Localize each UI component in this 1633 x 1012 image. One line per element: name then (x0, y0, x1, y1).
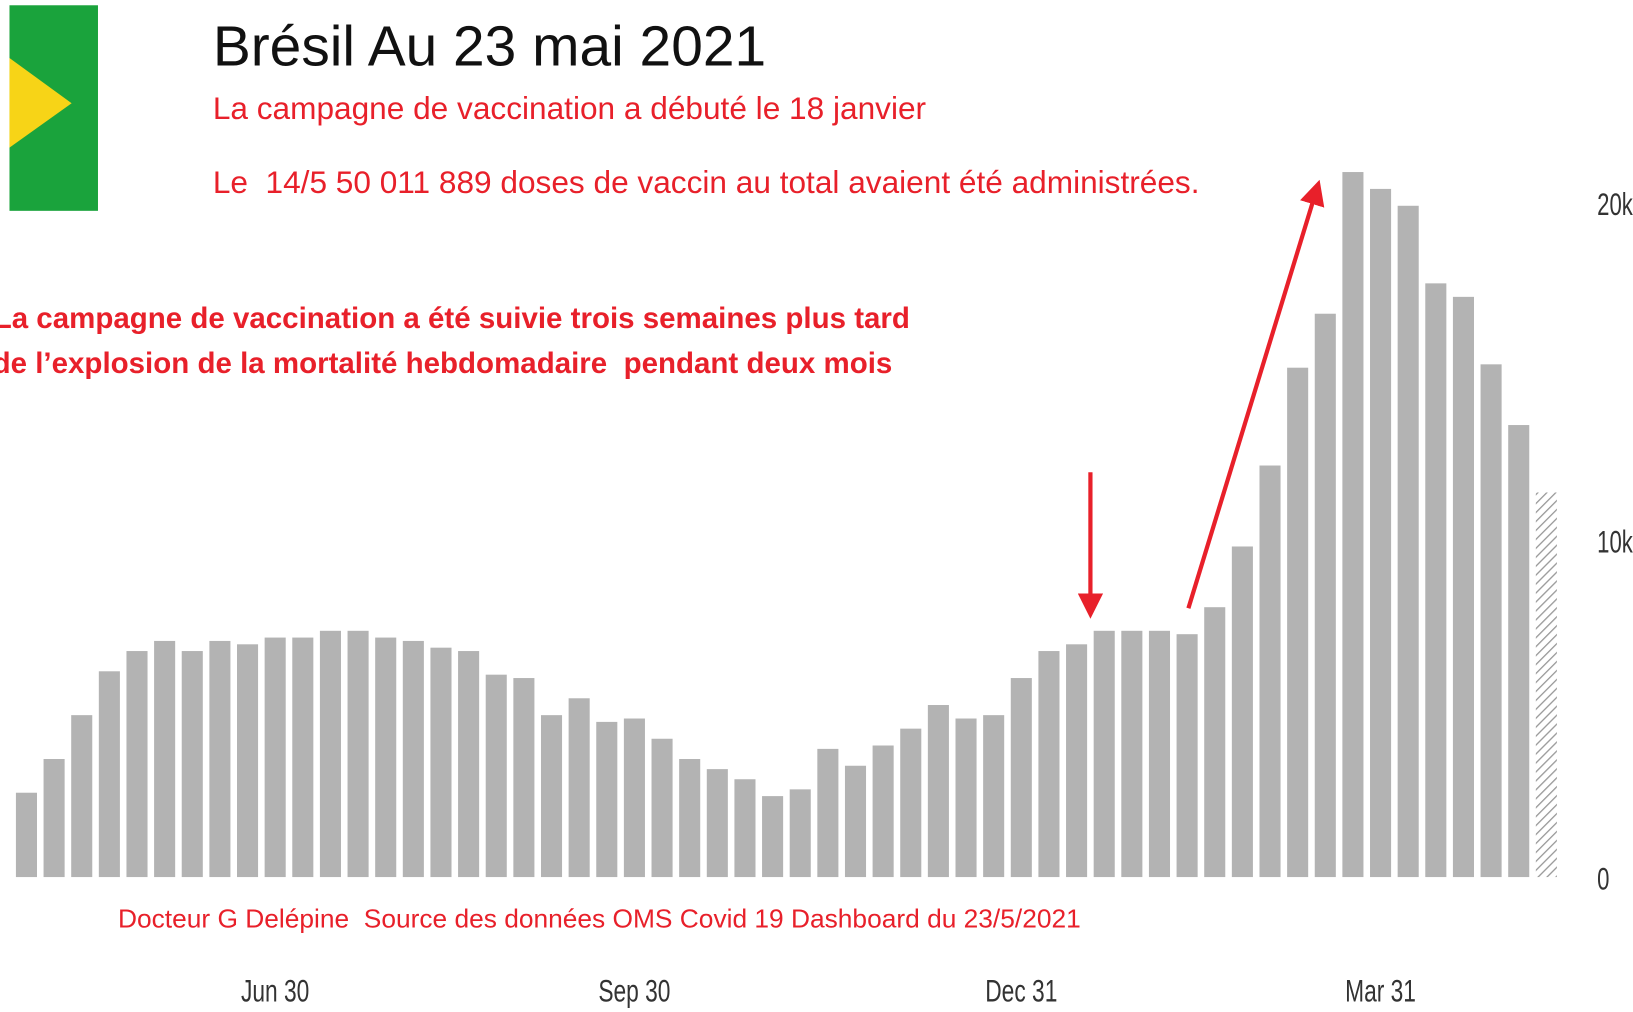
bar (1314, 313, 1336, 878)
bar (789, 789, 811, 878)
bar (375, 637, 397, 878)
x-tick-label: Dec 31 (985, 973, 1057, 1009)
bar (817, 748, 839, 878)
bar (623, 718, 645, 878)
bar (209, 640, 231, 878)
bar (1259, 465, 1281, 878)
bar (1342, 172, 1364, 878)
bar (98, 671, 120, 878)
bar (181, 651, 203, 878)
bar (900, 728, 922, 878)
bar (402, 640, 424, 878)
bar (596, 721, 618, 878)
bar (651, 738, 673, 878)
bar (264, 637, 286, 878)
bar (1370, 188, 1392, 878)
bar (872, 745, 894, 878)
bar (1425, 283, 1447, 878)
bar (1176, 634, 1198, 878)
bar (1508, 425, 1530, 878)
arrows (1077, 179, 1325, 619)
flag (9, 5, 98, 211)
bar (458, 651, 480, 878)
bar (844, 765, 867, 878)
bar (955, 718, 977, 878)
bar (1093, 630, 1115, 878)
bar (430, 647, 452, 878)
bar (237, 644, 259, 878)
x-tick-label: Sep 30 (598, 973, 670, 1009)
annotation: de l’explosion de la mortalité hebdomada… (0, 347, 892, 380)
y-tick-label: 0 (1597, 861, 1609, 897)
bar (154, 640, 176, 878)
bar (568, 698, 590, 878)
bar (1397, 205, 1419, 878)
annotation: La campagne de vaccination a été suivie … (0, 302, 910, 335)
bar (292, 637, 314, 878)
source: Docteur G Delépine Source des données OM… (118, 904, 1081, 934)
bar (1010, 678, 1032, 878)
bar (706, 769, 728, 878)
x-tick-label: Jun 30 (241, 973, 309, 1009)
subtitle: La campagne de vaccination a débuté le 1… (213, 90, 926, 126)
bar (1148, 630, 1171, 878)
note: Le 14/5 50 011 889 doses de vaccin au to… (213, 164, 1200, 200)
bar (983, 715, 1005, 878)
bar (1287, 367, 1309, 878)
x-tick-label: Mar 31 (1345, 973, 1416, 1009)
bar (1066, 644, 1088, 878)
bar (679, 759, 701, 878)
bar (126, 651, 148, 878)
bar (1204, 607, 1226, 878)
bar (43, 759, 65, 878)
bar (1038, 651, 1060, 878)
bar (540, 715, 563, 878)
bar (1452, 296, 1474, 878)
y-tick-label: 20k (1597, 186, 1633, 222)
bar (513, 678, 535, 878)
bar (347, 630, 369, 878)
y-tick-label: 10k (1597, 523, 1633, 559)
bar (1480, 364, 1502, 878)
bar (15, 792, 37, 878)
bar (1535, 492, 1557, 878)
bar (1231, 546, 1253, 878)
bar (1121, 630, 1143, 878)
bar (485, 674, 507, 878)
bar (319, 630, 341, 878)
bar (734, 779, 756, 878)
bar (71, 715, 93, 878)
chart-title: Brésil Au 23 mai 2021 (213, 14, 766, 78)
bar (762, 796, 784, 878)
bar (927, 705, 949, 878)
